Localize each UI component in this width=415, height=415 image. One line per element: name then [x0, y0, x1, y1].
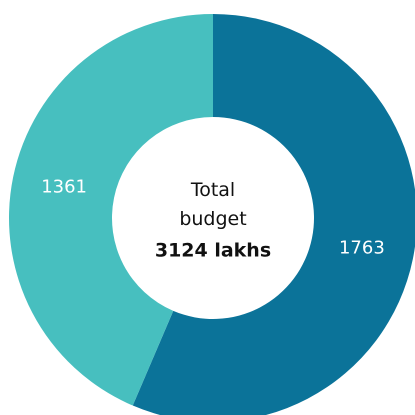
donut-slice [8, 14, 214, 406]
slice-label: 1361 [41, 176, 87, 197]
center-title-line: budget [179, 208, 246, 230]
center-title-line: Total [190, 179, 235, 201]
center-title: Total budget [179, 179, 246, 230]
donut-slice [132, 14, 415, 415]
center-value: 3124 lakhs [155, 240, 271, 262]
slice-label: 1763 [339, 238, 385, 259]
